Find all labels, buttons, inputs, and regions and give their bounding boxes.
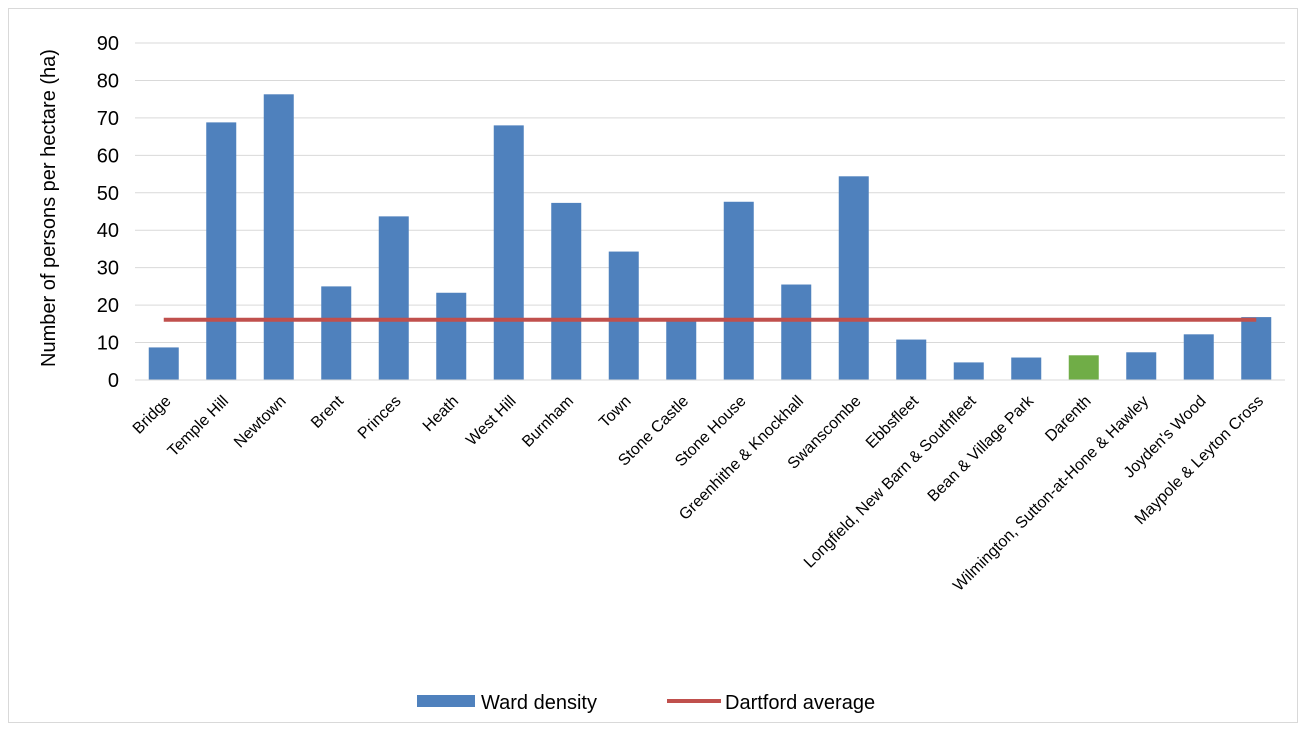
y-tick-label: 50 [97, 183, 119, 205]
bar-newtown [264, 94, 294, 380]
bar-stone-castle [666, 319, 696, 380]
bar-stone-house [724, 202, 754, 380]
bar-longfield-new-barn-southfleet [954, 362, 984, 380]
bar-ebbsfleet [896, 340, 926, 380]
y-axis-label: Number of persons per hectare (ha) [38, 49, 60, 367]
x-tick-label: Burnham [519, 393, 577, 451]
bar-maypole-leyton-cross [1241, 317, 1271, 380]
bar-princes [379, 216, 409, 380]
y-tick-label: 10 [97, 333, 119, 355]
chart-frame: 0 10 20 30 40 50 60 70 80 90 Number of persons pe… [8, 8, 1298, 723]
bar-temple-hill [206, 122, 236, 380]
y-tick-label: 70 [97, 108, 119, 130]
x-tick-label: Bridge [130, 393, 175, 438]
x-tick-label: West Hill [463, 393, 519, 449]
y-tick-label: 0 [108, 370, 119, 392]
bar-joyden-s-wood [1184, 334, 1214, 380]
bar-greenhithe-knockhall [781, 285, 811, 380]
bar-swanscombe [839, 176, 869, 380]
bar-darenth [1069, 355, 1099, 380]
legend-dartford-average-label: Dartford average [725, 692, 875, 714]
x-tick-label: Ebbsfleet [863, 392, 923, 452]
x-tick-label: Bean & Village Park [925, 392, 1038, 505]
y-tick-label: 20 [97, 295, 119, 317]
bar-brent [321, 286, 351, 380]
bars [149, 94, 1272, 380]
gridlines [135, 43, 1285, 343]
y-tick-label: 30 [97, 258, 119, 280]
x-tick-label: Brent [308, 392, 347, 431]
y-tick-label: 40 [97, 220, 119, 242]
legend: Ward density Dartford average [417, 692, 875, 714]
y-axis-ticks: 0 10 20 30 40 50 60 70 80 90 [97, 33, 119, 392]
x-tick-label: Princes [355, 393, 405, 443]
legend-ward-density-label: Ward density [481, 692, 597, 714]
x-tick-label: Newtown [231, 393, 290, 452]
bar-town [609, 252, 639, 380]
bar-wilmington-sutton-at-hone-hawley [1126, 352, 1156, 380]
bar-heath [436, 293, 466, 380]
y-tick-label: 60 [97, 145, 119, 167]
y-tick-label: 80 [97, 70, 119, 92]
bar-chart: 0 10 20 30 40 50 60 70 80 90 Number of persons pe… [9, 9, 1299, 724]
bar-bridge [149, 347, 179, 380]
x-tick-label: Temple Hill [165, 393, 232, 460]
x-tick-label: Heath [420, 393, 462, 435]
x-tick-label: Darenth [1042, 393, 1094, 445]
bar-burnham [551, 203, 581, 380]
bar-west-hill [494, 125, 524, 380]
x-tick-label: Town [596, 393, 634, 431]
y-tick-label: 90 [97, 33, 119, 55]
bar-bean-village-park [1011, 358, 1041, 380]
legend-ward-density-swatch [417, 695, 475, 707]
